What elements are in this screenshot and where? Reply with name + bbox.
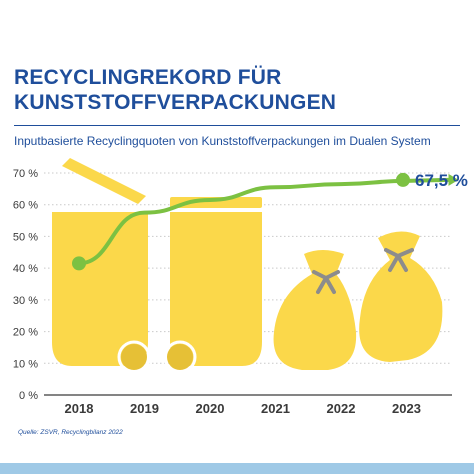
x-tick-label: 2019: [130, 401, 159, 416]
y-tick-label: 40 %: [13, 263, 38, 275]
y-tick-label: 0 %: [19, 390, 38, 402]
yellow-sack-icon: [359, 231, 443, 362]
page-title: RECYCLINGREKORD FÜR: [14, 66, 282, 89]
sack-knot: [384, 248, 414, 272]
bin-wheel-rim: [117, 340, 151, 374]
series-line: [77, 178, 409, 266]
data-point: [396, 172, 410, 187]
y-tick-label: 30 %: [13, 295, 38, 307]
y-tick-label: 20 %: [13, 327, 38, 339]
yellow-sack-icon: [273, 250, 357, 370]
pictograms: [52, 158, 443, 374]
bin-wheel: [167, 344, 193, 370]
bin-wheel-rim: [163, 340, 197, 374]
bin-body: [170, 212, 262, 366]
sack-body: [359, 231, 443, 362]
axes: 0 % 10 % 20 % 30 % 40 % 50 % 60 % 70 % 2018 2019 2…: [13, 168, 452, 416]
trend-arrowhead: [448, 173, 459, 186]
x-tick-label: 2018: [65, 401, 94, 416]
sack-body: [273, 250, 357, 370]
trend-arrow-shaft: [406, 177, 449, 183]
y-tick-label: 50 %: [13, 231, 38, 243]
bottom-bar: [0, 463, 474, 474]
y-tick-label: 70 %: [13, 168, 38, 180]
title-divider: [14, 125, 460, 126]
x-tick-label: 2020: [196, 401, 225, 416]
x-tick-label: 2021: [261, 401, 290, 416]
bin-wheel: [121, 344, 147, 370]
y-tick-label: 60 %: [13, 200, 38, 212]
sack-knot: [312, 270, 340, 294]
bin-lid: [62, 158, 146, 204]
yellow-bin-icon: [52, 158, 151, 374]
y-tick-label: 10 %: [13, 358, 38, 370]
bin-body: [52, 212, 148, 366]
series-layer: [72, 172, 459, 271]
x-tick-label: 2023: [392, 401, 421, 416]
page-title-continued: KUNSTSTOFFVERPACKUNGEN: [14, 91, 337, 114]
source-note: Quelle: ZSVR, Recyclingbilanz 2022: [18, 429, 123, 436]
chart-subtitle: Inputbasierte Recyclingquoten von Kunsts…: [14, 134, 431, 148]
yellow-bin-icon: [163, 197, 262, 374]
x-tick-label: 2022: [327, 401, 356, 416]
final-value-label: 67,5 %: [415, 171, 468, 190]
data-point: [72, 256, 86, 271]
